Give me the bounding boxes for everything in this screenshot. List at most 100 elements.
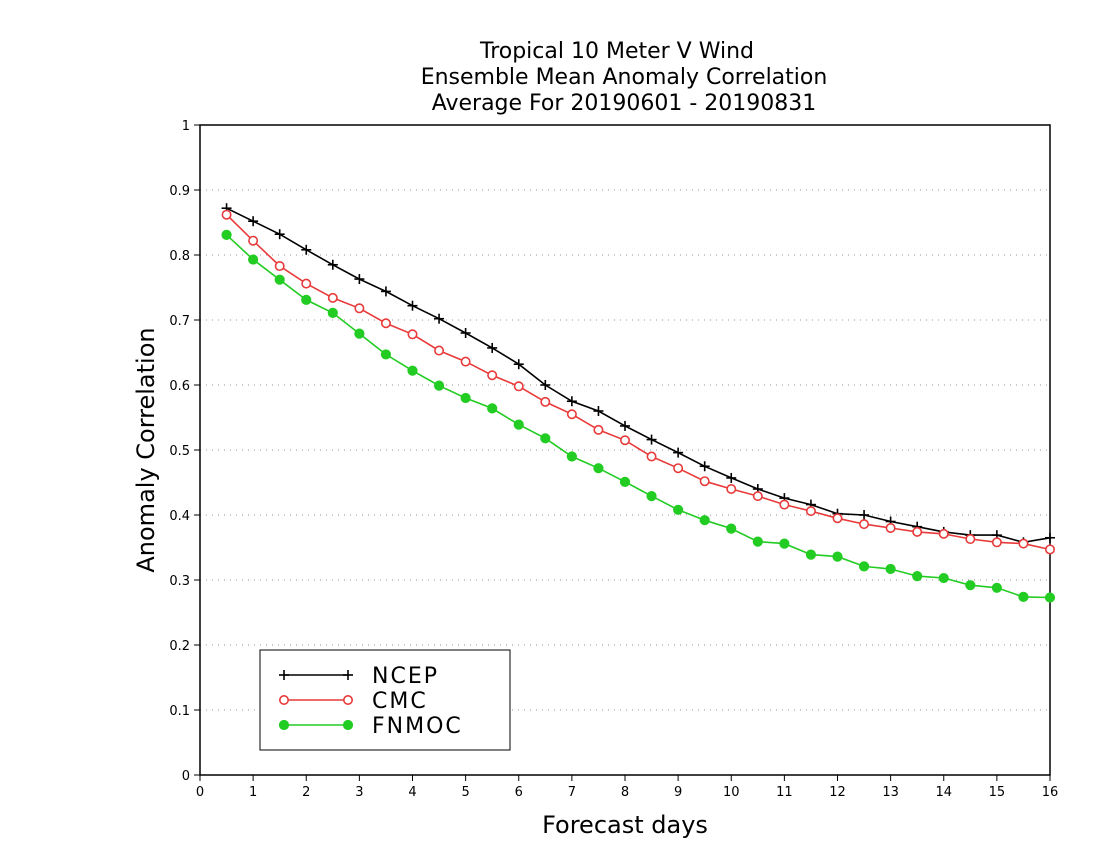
x-tick-label: 8 [621,785,629,800]
y-tick-label: 0.1 [169,704,190,719]
data-point-cmc [327,292,338,303]
data-point-cmc [566,409,577,420]
series-fnmoc [221,229,1056,603]
data-point-fnmoc [646,491,657,502]
title-line-2: Ensemble Mean Anomaly Correlation [421,65,828,90]
data-point-ncep [699,461,710,472]
data-point-ncep [859,510,870,520]
y-tick-label: 0.9 [169,184,190,199]
data-point-cmc [380,318,391,329]
data-point-fnmoc [274,274,285,285]
data-point-cmc [1045,544,1056,555]
data-point-cmc [540,396,551,407]
legend-label-cmc: CMC [372,689,428,714]
data-point-fnmoc [354,328,365,339]
x-tick-label: 1 [249,785,257,800]
data-point-cmc [752,491,763,502]
data-point-fnmoc [513,419,524,430]
x-tick-label: 0 [196,785,204,800]
data-point-ncep [380,286,391,297]
data-point-cmc [487,370,498,381]
y-tick-label: 0.7 [169,314,190,329]
data-point-ncep [566,396,577,407]
data-point-fnmoc [487,403,498,414]
data-point-fnmoc [858,561,870,572]
data-point-ncep [513,359,524,370]
data-point-cmc [805,506,816,517]
data-point-cmc [619,435,630,446]
x-tick-label: 14 [935,785,952,800]
legend-marker-ncep [343,670,353,680]
data-point-cmc [699,476,710,487]
data-point-fnmoc [779,538,790,549]
series-line-fnmoc [226,234,1051,599]
x-tick-label: 2 [302,785,310,800]
title-line-1: Tropical 10 Meter V Wind [479,39,754,64]
x-tick-label: 5 [461,785,469,800]
data-point-fnmoc [248,254,259,265]
data-point-fnmoc [619,476,631,487]
data-point-fnmoc [593,463,604,474]
legend-label-fnmoc: FNMOC [372,714,463,739]
x-axis-label: Forecast days [542,811,708,839]
data-point-cmc [407,329,418,340]
x-tick-label: 6 [515,785,523,800]
legend-marker-cmc [342,694,353,705]
data-point-fnmoc [885,563,896,575]
data-point-fnmoc [805,549,817,560]
x-tick-label: 3 [355,785,363,800]
y-axis: 0 0.1 0.2 0.3 0.4 0.5 0.6 0.7 0.8 0.9 1 [169,119,200,784]
legend-item-ncep: NCEP [279,664,437,689]
x-tick-label: 4 [408,785,416,800]
legend-item-fnmoc: FNMOC [278,714,463,739]
data-point-ncep [354,274,365,285]
data-point-ncep [620,420,630,431]
data-point-ncep [646,434,657,445]
data-point-ncep [726,472,737,483]
data-point-ncep [460,328,471,338]
data-point-fnmoc [380,349,392,360]
data-point-cmc [832,513,843,524]
data-point-cmc [434,345,445,356]
x-tick-label: 9 [674,785,682,800]
data-point-cmc [859,519,870,530]
data-point-fnmoc [752,536,763,547]
data-point-ncep [274,229,285,240]
data-point-fnmoc [1044,592,1056,603]
series-layer [221,203,1056,603]
y-tick-label: 1 [182,119,190,134]
data-point-fnmoc [673,504,684,515]
data-point-ncep [540,380,551,390]
data-point-cmc [779,499,790,510]
x-tick-label: 16 [1042,785,1059,800]
data-point-cmc [354,303,365,314]
data-point-cmc [221,209,232,220]
data-point-fnmoc [221,229,232,240]
y-axis-label: Anomaly Correlation [132,327,160,572]
data-point-cmc [673,463,684,474]
x-tick-label: 15 [989,785,1006,800]
data-point-fnmoc [965,580,976,591]
data-point-fnmoc [407,365,418,376]
data-point-fnmoc [1018,591,1029,603]
data-point-fnmoc [938,572,949,584]
data-point-ncep [248,216,259,227]
data-point-cmc [248,235,259,246]
data-point-cmc [1018,538,1029,549]
data-point-cmc [938,528,949,539]
x-tick-label: 10 [723,785,740,800]
legend-marker-ncep [279,670,289,680]
legend-marker-fnmoc [278,719,290,731]
data-point-fnmoc [726,523,737,534]
series-line-ncep [226,207,1051,544]
y-tick-label: 0.3 [169,574,190,589]
data-point-fnmoc [566,451,577,462]
data-point-ncep [593,406,604,416]
data-point-fnmoc [460,392,471,404]
series-cmc [221,209,1056,555]
legend-item-cmc: CMC [278,689,428,714]
x-tick-label: 13 [882,785,899,800]
data-point-fnmoc [991,582,1002,593]
data-point-ncep [487,342,498,353]
